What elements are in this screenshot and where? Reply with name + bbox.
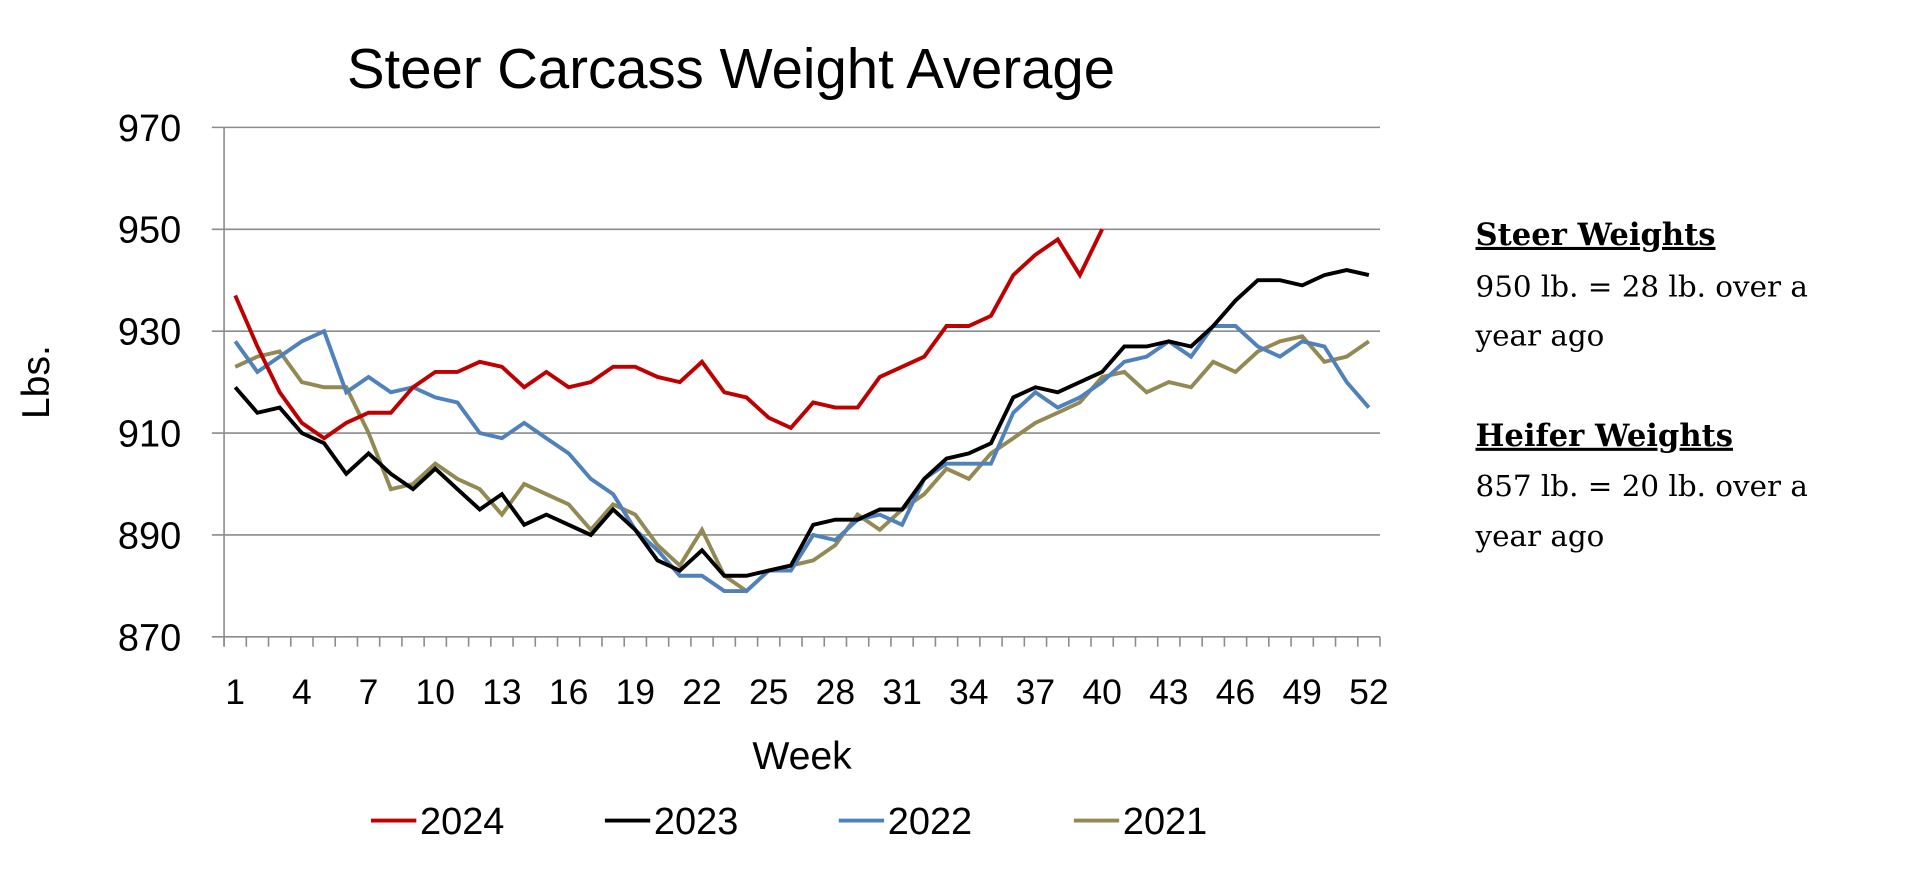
- x-tick-label: 16: [549, 672, 588, 712]
- annotation-steer: Steer Weights 950 lb. = 28 lb. over a ye…: [1475, 217, 1808, 352]
- x-tick-label: 1: [225, 672, 245, 712]
- y-tick-label: 870: [118, 617, 181, 659]
- x-tick-label: 13: [482, 672, 521, 712]
- y-tick-label: 910: [118, 414, 181, 456]
- x-tick-label: 37: [1016, 672, 1055, 712]
- x-tick-label: 49: [1282, 672, 1321, 712]
- y-tick-label: 890: [118, 515, 181, 557]
- series-lines: [233, 228, 1371, 594]
- x-tick-label: 40: [1082, 672, 1121, 712]
- steer-weights-heading: Steer Weights: [1476, 217, 1716, 253]
- x-tick-label: 34: [949, 672, 988, 712]
- x-tick-label: 4: [292, 672, 312, 712]
- x-tick-label: 19: [616, 672, 655, 712]
- y-axis-ticks: 870 890 910 930 950 970: [118, 108, 181, 659]
- x-tick-label: 10: [416, 672, 455, 712]
- series-line-2023: [233, 268, 1370, 578]
- legend-label-2022: 2022: [888, 801, 972, 843]
- legend-label-2024: 2024: [420, 801, 504, 843]
- y-tick-label: 930: [118, 312, 181, 354]
- heifer-weights-heading: Heifer Weights: [1476, 418, 1733, 454]
- y-tick-label: 970: [118, 108, 181, 150]
- x-axis-ticks: 1 4 7 10 13 16 19 22 25 28 31 34 37 40 43 46 49 52: [223, 636, 1389, 712]
- annotation-heifer: Heifer Weights 857 lb. = 20 lb. over a y…: [1475, 418, 1808, 553]
- gridlines: [211, 126, 1380, 647]
- x-tick-label: 46: [1216, 672, 1255, 712]
- x-tick-label: 28: [816, 672, 855, 712]
- x-tick-label: 43: [1149, 672, 1188, 712]
- steer-weights-line2: year ago: [1475, 318, 1605, 352]
- x-tick-label: 31: [882, 672, 921, 712]
- x-axis-label: Week: [752, 735, 852, 778]
- heifer-weights-line1: 857 lb. = 20 lb. over a: [1476, 469, 1808, 503]
- x-tick-label: 22: [682, 672, 721, 712]
- y-tick-label: 950: [118, 210, 181, 252]
- legend-label-2021: 2021: [1123, 801, 1207, 843]
- legend: 2024 2023 2022 2021: [371, 801, 1207, 843]
- x-tick-label: 52: [1349, 672, 1388, 712]
- series-line-2022: [233, 324, 1371, 594]
- steer-weights-line1: 950 lb. = 28 lb. over a: [1476, 269, 1808, 303]
- x-tick-label: 25: [749, 672, 788, 712]
- series-line-2024: [233, 228, 1104, 441]
- x-tick-label: 7: [359, 672, 379, 712]
- legend-label-2023: 2023: [654, 801, 738, 843]
- y-axis-label: Lbs.: [15, 345, 58, 419]
- chart-title: Steer Carcass Weight Average: [347, 37, 1115, 100]
- heifer-weights-line2: year ago: [1475, 519, 1605, 553]
- series-line-2021: [234, 334, 1370, 594]
